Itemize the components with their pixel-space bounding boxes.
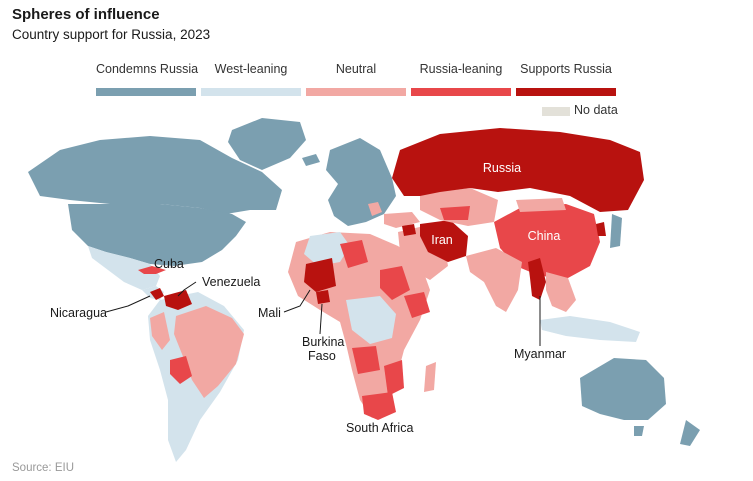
label-iran: Iran bbox=[431, 233, 453, 247]
new-zealand bbox=[680, 420, 700, 446]
mongolia bbox=[516, 198, 566, 212]
map-title: Spheres of influence bbox=[12, 6, 160, 23]
myanmar bbox=[528, 258, 546, 300]
label-russia: Russia bbox=[483, 161, 521, 175]
japan bbox=[610, 214, 622, 248]
legend-item-neutral: Neutral bbox=[306, 62, 406, 96]
mali bbox=[304, 258, 336, 292]
north-africa bbox=[304, 232, 350, 266]
label-mali: Mali bbox=[258, 306, 281, 320]
leader-burkina-faso bbox=[319, 303, 323, 335]
map-subtitle: Country support for Russia, 2023 bbox=[12, 27, 211, 42]
label-china: China bbox=[528, 229, 561, 243]
label-faso: Faso bbox=[308, 349, 336, 363]
iceland bbox=[302, 154, 320, 166]
australia bbox=[580, 358, 666, 420]
cuba bbox=[138, 266, 166, 274]
southeast-asia bbox=[546, 272, 576, 312]
legend-item-condemns: Condemns Russia bbox=[96, 62, 199, 96]
leader-venezuela bbox=[177, 281, 197, 297]
legend-label: Supports Russia bbox=[520, 62, 612, 76]
label-venezuela: Venezuela bbox=[202, 275, 260, 289]
bolivia bbox=[170, 356, 192, 384]
legend-swatch bbox=[96, 88, 196, 96]
algeria bbox=[340, 240, 368, 268]
legend-item-supports: Supports Russia bbox=[516, 62, 616, 96]
legend-item-west-leaning: West-leaning bbox=[201, 62, 301, 96]
label-myanmar: Myanmar bbox=[514, 347, 566, 361]
label-nicaragua: Nicaragua bbox=[50, 306, 107, 320]
legend-swatch bbox=[201, 88, 301, 96]
legend-label: Condemns Russia bbox=[96, 62, 199, 76]
north-korea bbox=[596, 222, 606, 236]
burkina-faso bbox=[316, 290, 330, 304]
label-cuba: Cuba bbox=[154, 257, 184, 271]
turkey bbox=[384, 212, 420, 228]
central-africa bbox=[346, 296, 396, 344]
mozambique-region bbox=[384, 360, 404, 396]
source-note: Source: EIU bbox=[12, 462, 74, 474]
legend-label: West-leaning bbox=[214, 62, 288, 76]
europe bbox=[326, 138, 396, 226]
angola bbox=[352, 346, 380, 374]
iran bbox=[420, 220, 468, 262]
greenland bbox=[228, 118, 306, 170]
nicaragua bbox=[150, 288, 164, 300]
andes bbox=[150, 312, 170, 350]
legend-label: No data bbox=[574, 103, 618, 117]
legend-swatch bbox=[516, 88, 616, 96]
legend-label: Neutral bbox=[335, 62, 377, 76]
label-burkina: Burkina bbox=[302, 335, 344, 349]
indonesia bbox=[540, 316, 640, 342]
south-africa bbox=[362, 392, 396, 420]
tasmania bbox=[634, 426, 644, 436]
canada bbox=[28, 136, 282, 214]
legend-swatch bbox=[306, 88, 406, 96]
sudan bbox=[380, 266, 410, 300]
leader-mali bbox=[283, 289, 311, 313]
usa bbox=[68, 204, 246, 266]
legend-swatch bbox=[411, 88, 511, 96]
russia bbox=[392, 128, 644, 212]
kazakhstan-mid bbox=[440, 206, 470, 220]
south-asia bbox=[466, 248, 522, 312]
serbia-balkans bbox=[368, 202, 382, 216]
venezuela bbox=[164, 290, 192, 310]
legend-item-russia-leaning: Russia-leaning bbox=[411, 62, 511, 96]
mexico bbox=[88, 246, 160, 290]
syria bbox=[402, 224, 416, 236]
ethiopia-region bbox=[404, 292, 430, 318]
legend-label: Russia-leaning bbox=[419, 62, 503, 76]
china bbox=[494, 204, 600, 278]
madagascar bbox=[424, 362, 436, 392]
legend-swatch bbox=[542, 107, 570, 116]
leader-nicaragua bbox=[105, 295, 151, 313]
label-south-africa: South Africa bbox=[346, 421, 413, 435]
